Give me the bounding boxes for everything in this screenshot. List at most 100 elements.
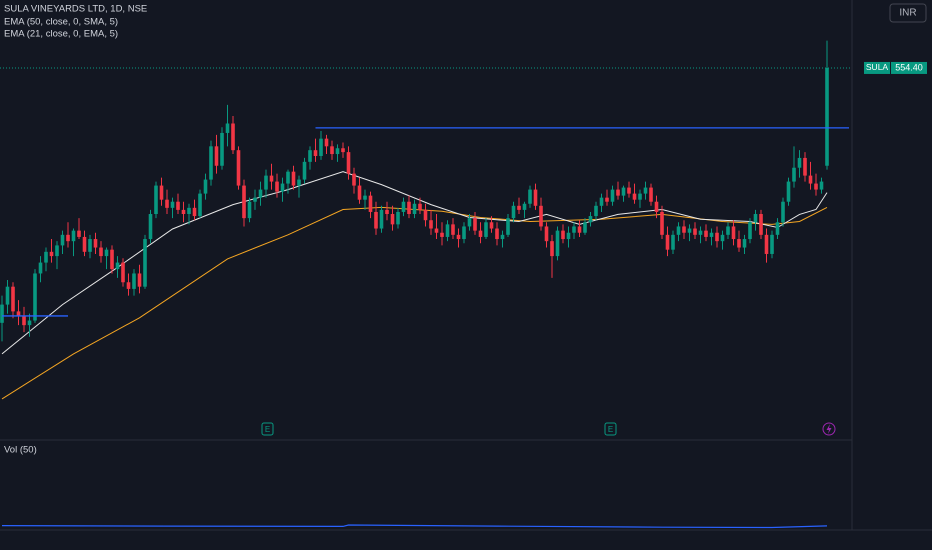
candle-body xyxy=(687,228,692,233)
earnings-icon: E xyxy=(261,422,274,436)
candle-body xyxy=(423,209,428,221)
candle-body xyxy=(770,234,774,254)
candle-body xyxy=(676,226,681,235)
candle-body xyxy=(0,304,4,323)
candle-body xyxy=(643,187,648,194)
candle-body xyxy=(280,183,285,192)
candle-body xyxy=(616,189,620,196)
candle-body xyxy=(11,286,15,312)
candle-body xyxy=(797,157,802,168)
candle-body xyxy=(385,209,389,215)
currency-button[interactable] xyxy=(889,3,927,23)
candle-body xyxy=(605,197,609,202)
candle-body xyxy=(720,234,725,242)
candle-body xyxy=(390,214,395,225)
candle-body xyxy=(808,175,813,184)
candle-body xyxy=(181,209,186,215)
currency-label[interactable]: INR xyxy=(899,8,916,19)
candle-body xyxy=(550,241,554,257)
candle-body xyxy=(594,205,598,217)
candle-body xyxy=(110,249,114,270)
symbol-tag-label: SULA xyxy=(866,62,889,72)
candle-body xyxy=(214,146,219,166)
candle-body xyxy=(781,201,785,223)
candle-body xyxy=(418,203,422,210)
candle-body xyxy=(533,189,538,206)
candle-body xyxy=(748,222,752,240)
candle-body xyxy=(264,175,268,190)
candle-body xyxy=(363,195,367,200)
candle-body xyxy=(731,226,736,240)
candle-body xyxy=(555,230,560,257)
candle-body xyxy=(528,189,532,204)
candle-body xyxy=(627,187,631,194)
candle-body xyxy=(236,150,241,186)
candle-body xyxy=(22,315,26,326)
candle-body xyxy=(5,286,10,305)
candle-body xyxy=(709,232,714,237)
candle-body xyxy=(170,201,175,208)
candle-body xyxy=(506,218,510,235)
candle-body xyxy=(324,138,329,147)
candle-body xyxy=(478,230,483,237)
candle-body xyxy=(814,183,818,190)
indicator-label: EMA (50, close, 0, SMA, 5) xyxy=(4,16,118,27)
candle-body xyxy=(566,232,571,240)
candle-body xyxy=(698,230,703,235)
candle-body xyxy=(572,226,576,233)
candle-body xyxy=(104,249,109,257)
candle-body xyxy=(27,320,32,326)
candle-body xyxy=(467,218,472,227)
candle-body xyxy=(610,189,615,202)
candle-body xyxy=(137,273,142,287)
candle-body xyxy=(313,150,318,156)
candle-body xyxy=(819,181,824,190)
candle-body xyxy=(132,273,136,289)
candle-body xyxy=(753,214,758,223)
candle-body xyxy=(33,273,37,321)
candle-body xyxy=(302,161,307,180)
candle-body xyxy=(500,234,505,240)
candle-body xyxy=(335,148,340,155)
candle-body xyxy=(693,228,697,235)
candle-body xyxy=(665,234,670,250)
candle-body xyxy=(247,201,252,219)
candle-body xyxy=(412,203,417,215)
candle-body xyxy=(440,232,444,237)
candle-body xyxy=(66,234,70,242)
candle-body xyxy=(71,230,76,242)
indicator-label: EMA (21, close, 0, EMA, 5) xyxy=(4,28,118,39)
candle-body xyxy=(55,245,59,257)
candle-body xyxy=(759,214,763,235)
candle-body xyxy=(726,226,730,235)
candle-body xyxy=(220,132,224,166)
candle-body xyxy=(671,234,675,250)
candle-body xyxy=(451,224,455,235)
candle-body xyxy=(341,148,345,153)
candle-body xyxy=(297,179,301,186)
candle-body xyxy=(379,209,384,229)
candle-body xyxy=(462,226,466,240)
candle-body xyxy=(517,205,521,210)
candle-body xyxy=(368,195,373,212)
axes: SULA 554.40 xyxy=(864,61,927,74)
candle-body xyxy=(176,201,180,210)
candle-body xyxy=(445,224,450,237)
candle-body xyxy=(60,234,65,246)
candle-body xyxy=(198,193,202,217)
svg-text:E: E xyxy=(608,425,613,434)
candle-body xyxy=(115,262,120,270)
candle-body xyxy=(396,211,400,225)
candle-body xyxy=(82,236,87,252)
candle-body xyxy=(577,226,582,233)
candle-body xyxy=(126,282,131,289)
candle-body xyxy=(159,185,164,200)
candle-body xyxy=(544,226,549,242)
candle-body xyxy=(154,185,158,215)
candle-body xyxy=(715,232,719,242)
candle-body xyxy=(495,228,499,240)
candle-body xyxy=(654,201,659,212)
candle-body xyxy=(649,187,653,202)
